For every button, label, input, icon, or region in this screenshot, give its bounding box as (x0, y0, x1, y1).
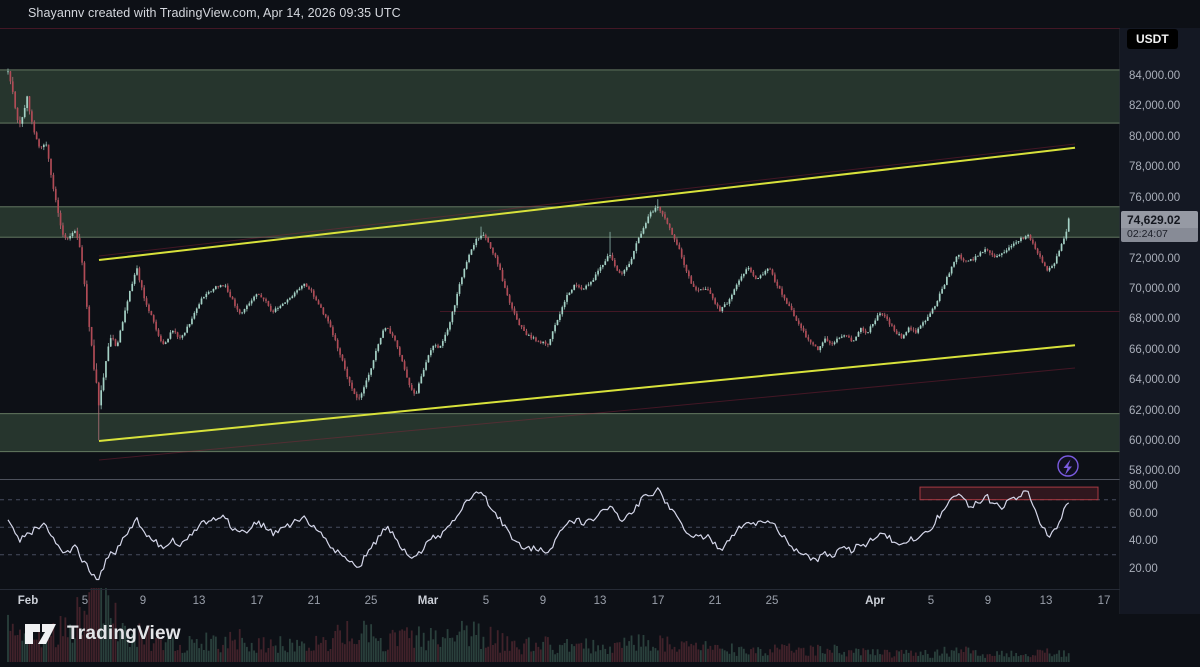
price-tick: 62,000.00 (1129, 404, 1181, 417)
price-tick: 80,000.00 (1129, 130, 1181, 143)
time-tick: 25 (765, 595, 779, 607)
time-tick: 25 (364, 595, 378, 607)
rsi-tick: 60.00 (1129, 507, 1158, 520)
time-tick: Mar (417, 595, 439, 607)
time-tick: 9 (139, 595, 147, 607)
time-tick: 5 (81, 595, 89, 607)
tradingview-logo-icon (25, 624, 56, 644)
time-tick: 9 (539, 595, 547, 607)
time-tick: 13 (593, 595, 607, 607)
price-axis[interactable]: 84,000.00 82,000.00 80,000.00 78,000.00 76,0… (1120, 28, 1200, 614)
time-tick: 21 (307, 595, 321, 607)
time-tick: 5 (927, 595, 935, 607)
rsi-tick: 20.00 (1129, 562, 1158, 575)
price-tick: 66,000.00 (1129, 343, 1181, 356)
tradingview-brand: TradingView (67, 623, 181, 644)
time-tick: 9 (984, 595, 992, 607)
time-tick: Feb (17, 595, 39, 607)
time-tick: Apr (865, 595, 885, 607)
time-tick: 5 (482, 595, 490, 607)
time-axis[interactable]: Feb 5 9 13 17 21 25 Mar 5 9 13 17 21 25 Apr 5 9 13 17 (0, 590, 1120, 614)
quote-currency-badge: USDT (1127, 29, 1178, 49)
lightning-button[interactable] (1057, 455, 1079, 477)
time-tick: 21 (708, 595, 722, 607)
snapshot-title: Shayannv created with TradingView.com, A… (28, 6, 401, 20)
last-price-label: 74,629.02 02:24:07 (1121, 211, 1198, 242)
time-tick: 17 (651, 595, 665, 607)
tradingview-footer[interactable]: TradingView (24, 621, 181, 647)
price-tick: 82,000.00 (1129, 100, 1181, 113)
candle-countdown: 02:24:07 (1121, 228, 1198, 242)
last-price-value: 74,629.02 (1121, 211, 1198, 228)
price-tick: 84,000.00 (1129, 70, 1181, 82)
time-tick: 17 (1097, 595, 1111, 607)
time-tick: 13 (1039, 595, 1053, 607)
price-tick: 76,000.00 (1129, 191, 1181, 204)
price-tick: 78,000.00 (1129, 161, 1181, 174)
price-tick: 58,000.00 (1129, 465, 1181, 478)
price-tick: 68,000.00 (1129, 313, 1181, 326)
rsi-tick: 40.00 (1129, 535, 1158, 547)
time-tick: 17 (250, 595, 264, 607)
price-tick: 64,000.00 (1129, 374, 1181, 387)
price-tick: 60,000.00 (1129, 435, 1181, 448)
rsi-tick: 80.00 (1129, 480, 1158, 492)
time-tick: 13 (192, 595, 206, 607)
price-tick: 70,000.00 (1129, 282, 1181, 295)
price-tick: 72,000.00 (1129, 252, 1181, 265)
